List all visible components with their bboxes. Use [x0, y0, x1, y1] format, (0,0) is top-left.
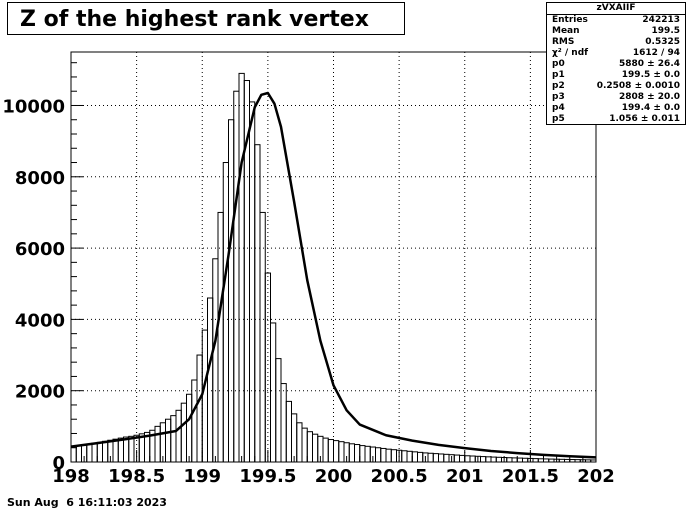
timestamp-footer: Sun Aug 6 16:11:03 2023 [7, 496, 167, 509]
stats-label: χ² / ndf [552, 48, 589, 58]
stats-value: 199.5 [651, 26, 680, 36]
stats-value: 0.2508 ± 0.0010 [596, 81, 680, 91]
stats-value: 199.5 ± 0.0 [621, 70, 680, 80]
y-tick-label: 4000 [15, 310, 65, 331]
x-tick-label: 199 [183, 466, 221, 487]
y-tick-label: 8000 [15, 168, 65, 189]
stats-label: Entries [552, 15, 588, 25]
stats-label: p3 [552, 92, 565, 102]
stats-row: Mean 199.5 [547, 26, 685, 37]
stats-row: p5 1.056 ± 0.011 [547, 114, 685, 125]
stats-value: 242213 [642, 15, 680, 25]
y-tick-label: 2000 [15, 382, 65, 403]
x-tick-label: 200.5 [371, 466, 428, 487]
stats-label: p1 [552, 70, 565, 80]
stats-name: zVXAIIF [547, 3, 685, 15]
x-tick-label: 199.5 [239, 466, 296, 487]
x-tick-label: 198 [52, 466, 90, 487]
stats-row: RMS 0.5325 [547, 37, 685, 48]
stats-row: Entries 242213 [547, 15, 685, 26]
stats-value: 199.4 ± 0.0 [621, 103, 680, 113]
stats-label: p4 [552, 103, 565, 113]
stats-label: Mean [552, 26, 580, 36]
stats-label: p2 [552, 81, 565, 91]
stats-row: p1 199.5 ± 0.0 [547, 70, 685, 81]
stats-row: p4 199.4 ± 0.0 [547, 103, 685, 114]
stats-value: 1612 / 94 [632, 48, 680, 58]
x-tick-label: 198.5 [108, 466, 165, 487]
stats-row: p2 0.2508 ± 0.0010 [547, 81, 685, 92]
y-tick-label: 6000 [15, 239, 65, 260]
x-tick-label: 201 [446, 466, 484, 487]
y-tick-label: 0 [52, 453, 65, 474]
x-tick-label: 201.5 [502, 466, 559, 487]
stats-value: 2808 ± 20.0 [618, 92, 680, 102]
stats-row: p3 2808 ± 20.0 [547, 92, 685, 103]
stats-value: 0.5325 [645, 37, 680, 47]
fit-curve [70, 91, 597, 459]
y-tick-label: 10000 [2, 96, 65, 117]
stats-label: p0 [552, 59, 565, 69]
stats-value: 1.056 ± 0.011 [609, 114, 680, 124]
stats-row: p0 5880 ± 26.4 [547, 59, 685, 70]
stats-label: p5 [552, 114, 565, 124]
x-tick-label: 202 [577, 466, 615, 487]
stats-label: RMS [552, 37, 575, 47]
chart-title: Z of the highest rank vertex [7, 2, 405, 35]
stats-row: χ² / ndf 1612 / 94 [547, 48, 685, 59]
x-tick-label: 200 [315, 466, 353, 487]
stats-value: 5880 ± 26.4 [618, 59, 680, 69]
stats-box: zVXAIIF Entries 242213 Mean 199.5 RMS 0.532… [546, 2, 686, 125]
